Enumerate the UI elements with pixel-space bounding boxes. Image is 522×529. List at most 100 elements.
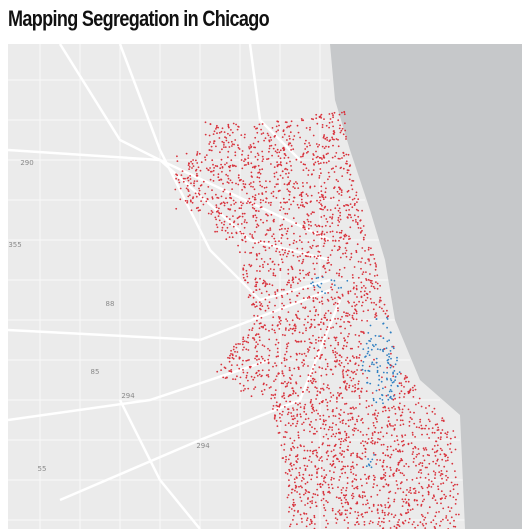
dot	[307, 417, 310, 420]
dot	[340, 409, 342, 411]
dot	[316, 483, 319, 486]
dot	[434, 474, 437, 476]
dot	[234, 154, 237, 157]
dot	[330, 368, 333, 371]
dot	[365, 482, 368, 484]
dot	[364, 447, 367, 450]
dot	[364, 250, 366, 252]
dot	[304, 228, 306, 231]
dot	[300, 517, 303, 520]
dot	[385, 432, 388, 435]
dot	[336, 291, 338, 294]
dot	[370, 285, 373, 287]
dot	[209, 178, 212, 181]
dot	[430, 521, 433, 524]
dot	[327, 145, 330, 148]
dot	[291, 374, 293, 377]
dot	[327, 454, 330, 457]
dot	[289, 301, 292, 304]
dot	[320, 237, 323, 240]
dot	[291, 279, 294, 282]
dot	[325, 452, 328, 454]
dot	[264, 249, 267, 252]
dot	[301, 361, 303, 364]
dot	[305, 273, 307, 276]
dot	[296, 256, 299, 258]
dot	[358, 395, 361, 397]
dot	[343, 154, 345, 157]
dot	[295, 476, 298, 479]
dot	[282, 149, 285, 152]
dot	[254, 194, 257, 197]
dot	[335, 432, 338, 435]
dot	[336, 249, 339, 252]
dot	[347, 312, 349, 315]
dot	[302, 297, 305, 299]
dot	[227, 132, 229, 135]
dot	[366, 352, 369, 355]
dot	[245, 359, 248, 362]
dot	[445, 474, 447, 477]
dot	[372, 308, 375, 311]
dot	[332, 167, 334, 170]
dot	[333, 445, 336, 447]
dot	[232, 199, 235, 202]
dot	[355, 357, 358, 359]
dot	[376, 348, 379, 350]
dot	[240, 134, 243, 137]
dot	[289, 298, 291, 301]
dot	[264, 328, 267, 331]
dot	[200, 200, 203, 203]
dot	[357, 511, 359, 514]
dot	[277, 155, 280, 158]
dot	[215, 127, 217, 130]
dot	[332, 460, 335, 463]
dot	[417, 402, 420, 404]
dot	[235, 232, 238, 235]
dot	[225, 137, 228, 139]
dot	[343, 411, 345, 414]
dot	[298, 331, 301, 334]
dot	[320, 499, 323, 502]
dot	[309, 144, 311, 147]
dot	[298, 318, 301, 320]
dot	[319, 328, 322, 331]
dot	[247, 157, 250, 160]
dot	[324, 137, 327, 140]
dot	[222, 376, 225, 379]
dot	[361, 331, 364, 333]
dot	[361, 417, 364, 420]
dot	[210, 213, 213, 215]
dot	[345, 402, 348, 405]
dot	[344, 129, 347, 132]
dot	[320, 234, 323, 236]
dot	[369, 254, 372, 256]
dot	[312, 493, 315, 495]
dot	[280, 228, 283, 230]
dot	[316, 476, 318, 479]
dot	[313, 449, 315, 452]
dot	[299, 136, 301, 139]
road-label: 85	[91, 368, 100, 376]
dot	[318, 366, 321, 368]
dot	[440, 436, 442, 438]
dot	[337, 209, 340, 212]
dot	[365, 390, 368, 393]
dot	[311, 411, 313, 414]
dot	[281, 248, 284, 251]
dot	[334, 466, 336, 469]
dot	[334, 318, 336, 320]
dot	[261, 155, 264, 158]
dot	[310, 324, 313, 326]
dot	[325, 153, 328, 156]
dot	[231, 181, 234, 184]
dot	[176, 160, 179, 163]
dot	[454, 476, 457, 479]
dot	[384, 514, 386, 516]
dot	[292, 148, 295, 151]
dot	[370, 247, 372, 250]
dot	[339, 246, 341, 249]
dot	[449, 522, 452, 525]
dot	[238, 148, 241, 150]
dot	[339, 443, 342, 446]
